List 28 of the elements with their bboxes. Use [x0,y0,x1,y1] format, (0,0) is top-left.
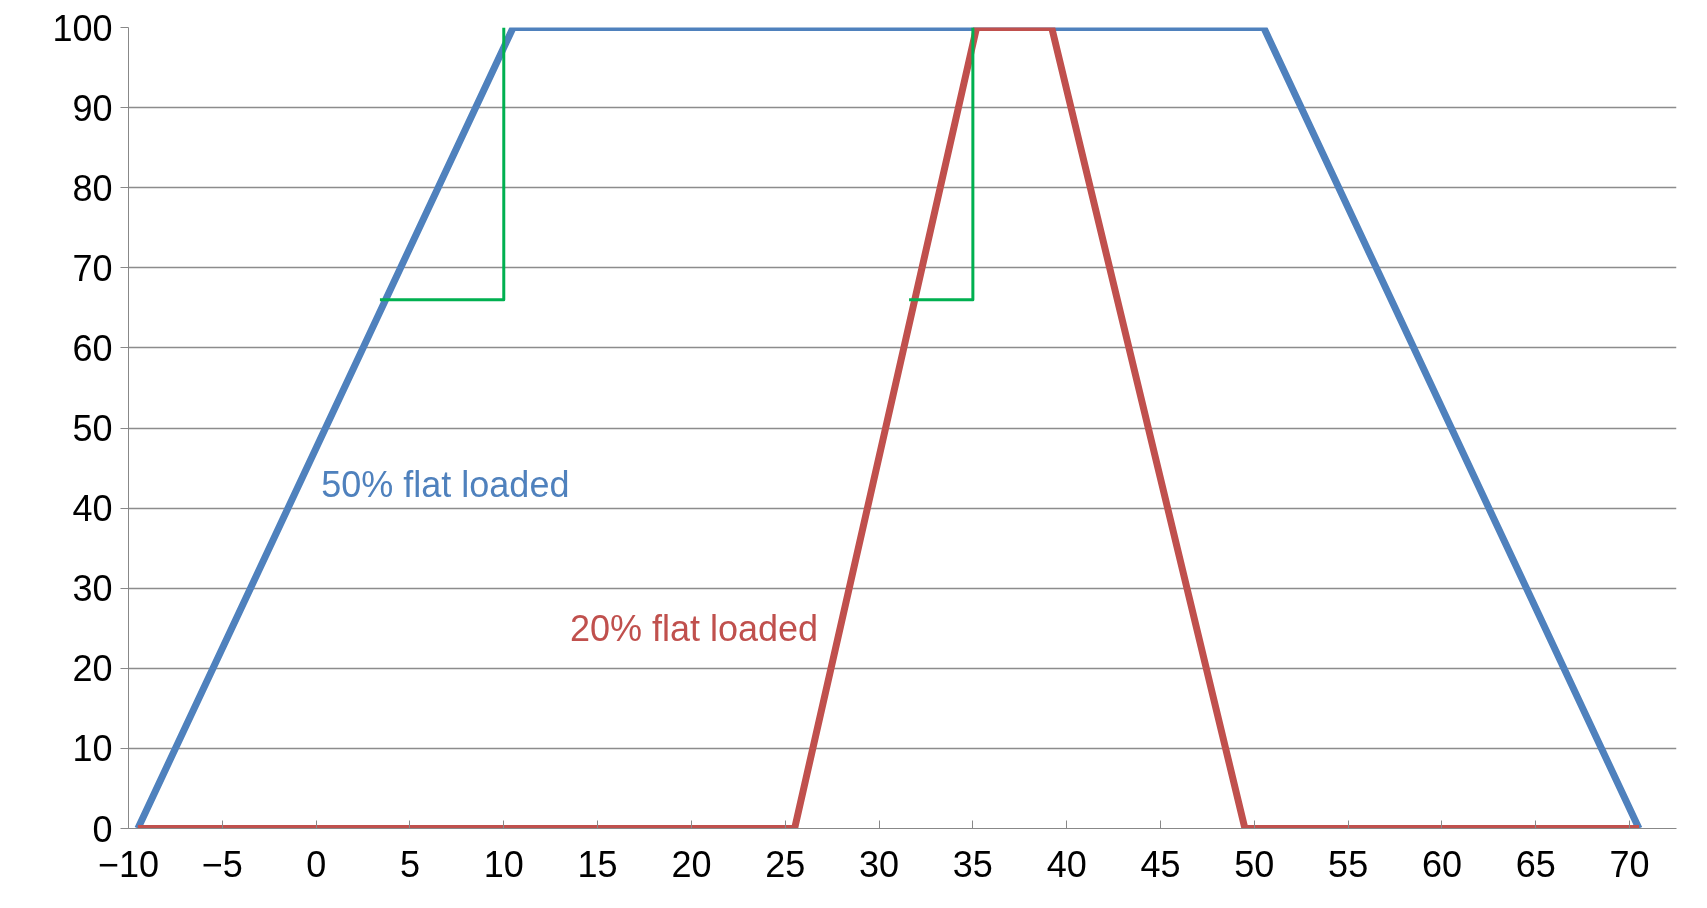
y-tick-label: 20 [72,648,113,690]
y-tick-label: 60 [72,327,113,369]
x-tick-label: 10 [483,843,524,885]
y-tick-label: 50 [72,408,113,449]
x-tick-label: 45 [1140,843,1181,885]
x-tick-label: 70 [1609,843,1650,885]
x-tick-label: 55 [1328,843,1369,885]
x-tick-label: 50 [1234,843,1275,885]
series-label: 20% flat loaded [569,607,819,649]
y-tick-label: 100 [52,7,113,49]
y-tick-label: 70 [72,247,113,289]
y-tick-label: 80 [72,167,113,209]
x-tick-label: −5 [201,843,243,885]
series-label: 50% flat loaded [321,463,570,505]
x-tick-label: 0 [306,843,327,885]
y-tick-label: 30 [72,568,113,610]
y-tick-label: 10 [72,728,113,770]
x-tick-label: 25 [765,843,806,885]
x-tick-label: 65 [1515,843,1556,885]
y-tick-label: 40 [72,488,113,530]
y-tick-label: 90 [72,87,113,129]
x-tick-label: 30 [859,843,900,885]
x-tick-label: 5 [399,843,420,885]
x-tick-label: 60 [1421,843,1462,885]
x-tick-label: 20 [671,843,712,885]
x-tick-label: 35 [952,843,993,885]
x-tick-label: 40 [1046,843,1087,885]
x-tick-label: 15 [577,843,618,885]
